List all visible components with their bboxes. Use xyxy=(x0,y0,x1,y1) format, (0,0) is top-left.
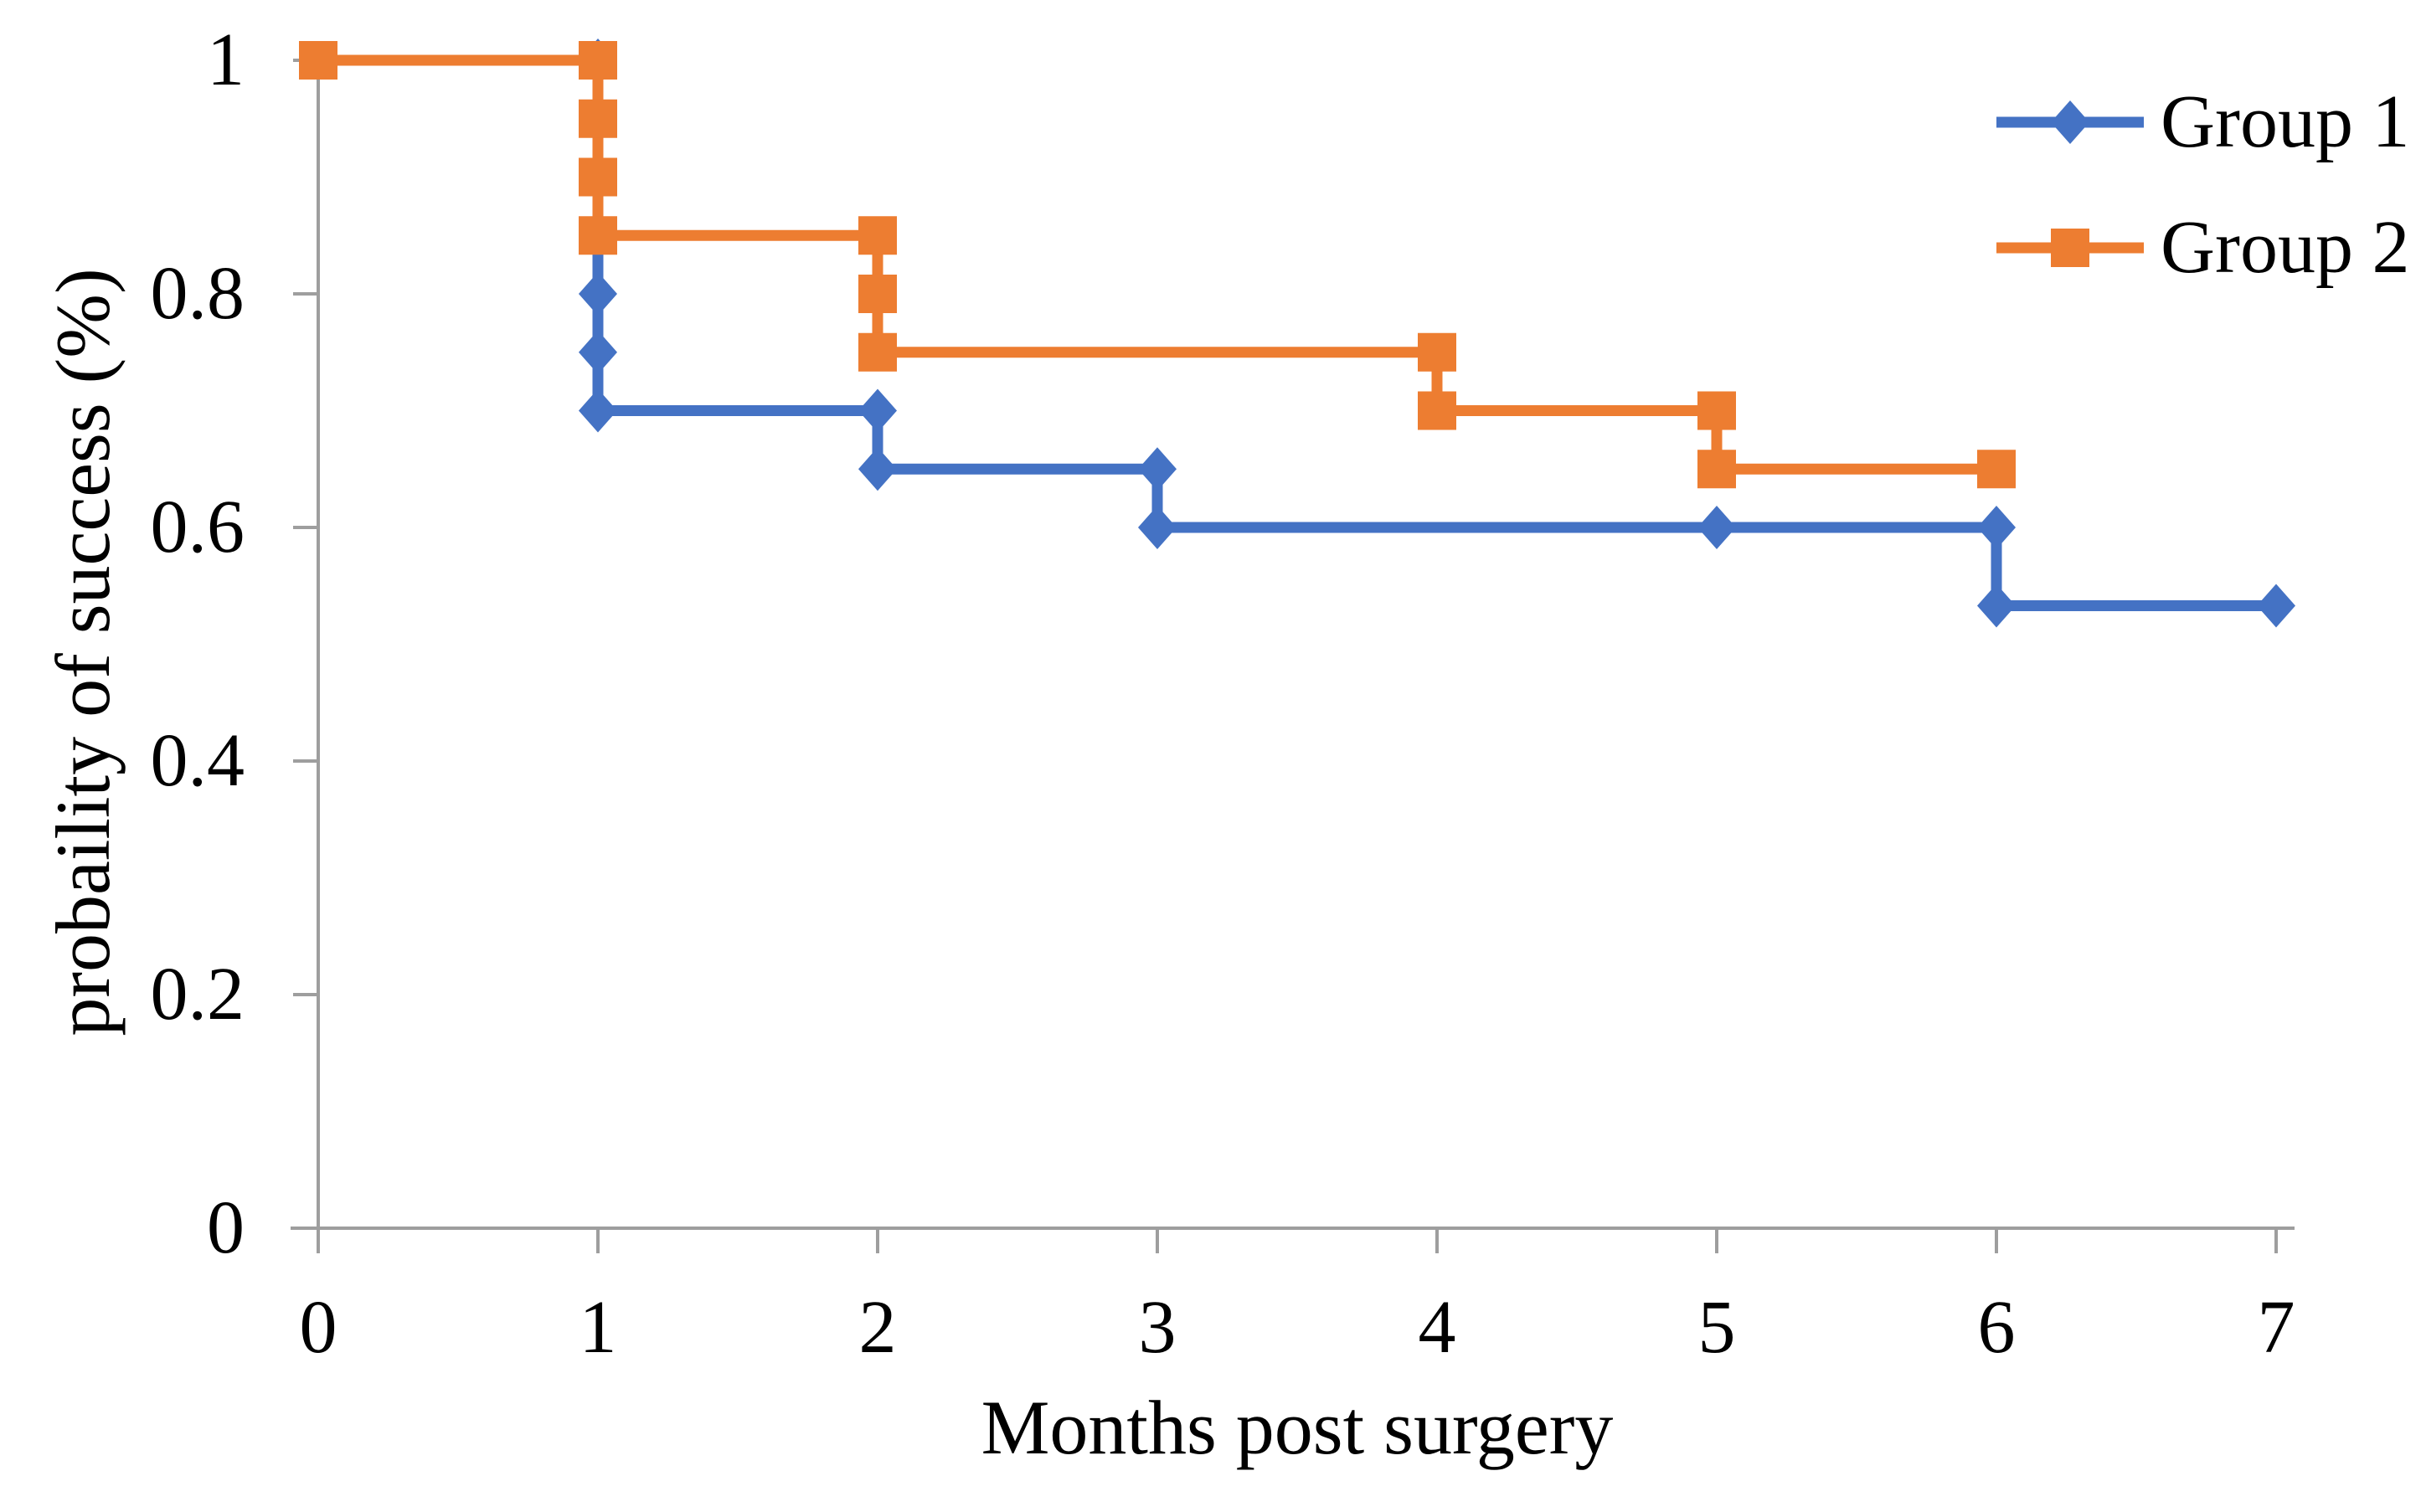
legend-square-marker xyxy=(2051,229,2089,267)
diamond-marker xyxy=(579,388,617,433)
legend-item-group-1: Group 1 xyxy=(1996,79,2409,166)
square-marker xyxy=(858,216,897,255)
diamond-marker xyxy=(1977,584,2016,628)
group-1-line-marker-icon xyxy=(1996,100,2144,144)
axes xyxy=(291,59,2295,1253)
y-tick-label: 0.2 xyxy=(150,953,245,1036)
y-tick-label: 0.6 xyxy=(150,486,245,568)
diamond-marker xyxy=(1138,447,1177,491)
legend-label-group-2: Group 2 xyxy=(2161,206,2410,289)
square-marker xyxy=(299,41,337,80)
x-tick-label: 7 xyxy=(2257,1286,2295,1369)
square-marker xyxy=(1418,391,1456,430)
x-tick-label: 2 xyxy=(858,1286,897,1369)
x-tick-label: 1 xyxy=(579,1286,617,1369)
group-2-line-marker-icon xyxy=(1996,229,2144,267)
square-marker xyxy=(579,157,617,197)
diamond-marker xyxy=(2257,584,2295,628)
legend: Group 1 Group 2 xyxy=(1996,79,2409,291)
x-tick-label: 0 xyxy=(299,1286,337,1369)
square-marker xyxy=(579,216,617,255)
diamond-marker xyxy=(1697,506,1736,549)
square-marker xyxy=(1697,391,1736,430)
square-marker xyxy=(858,332,897,372)
square-marker xyxy=(1697,450,1736,489)
square-marker xyxy=(1977,450,2016,489)
x-tick-label: 3 xyxy=(1138,1286,1177,1369)
y-tick-label: 0 xyxy=(207,1186,245,1269)
diamond-marker xyxy=(1977,506,2016,549)
square-marker xyxy=(579,99,617,138)
diamond-marker xyxy=(579,330,617,374)
x-axis-title: Months post surgery xyxy=(981,1385,1614,1470)
diamond-marker xyxy=(579,272,617,316)
legend-label-group-1: Group 1 xyxy=(2161,80,2410,163)
series-line-group-2 xyxy=(318,54,1996,475)
x-tick-label: 6 xyxy=(1977,1286,2016,1369)
diamond-marker xyxy=(858,388,897,433)
square-marker xyxy=(1418,332,1456,372)
y-axis-title: probaility of success (%) xyxy=(40,268,126,1036)
series xyxy=(299,39,2295,628)
y-tick-label: 1 xyxy=(207,18,245,101)
legend-diamond-marker xyxy=(2051,100,2089,144)
x-tick-label: 4 xyxy=(1418,1286,1456,1369)
diamond-marker xyxy=(858,447,897,491)
diamond-marker xyxy=(1138,506,1177,549)
y-tick-label: 0.8 xyxy=(150,252,245,335)
x-tick-label: 5 xyxy=(1697,1286,1736,1369)
y-tick-label: 0.4 xyxy=(150,719,245,802)
square-marker xyxy=(579,41,617,80)
legend-item-group-2: Group 2 xyxy=(1996,204,2409,291)
square-marker xyxy=(858,275,897,313)
